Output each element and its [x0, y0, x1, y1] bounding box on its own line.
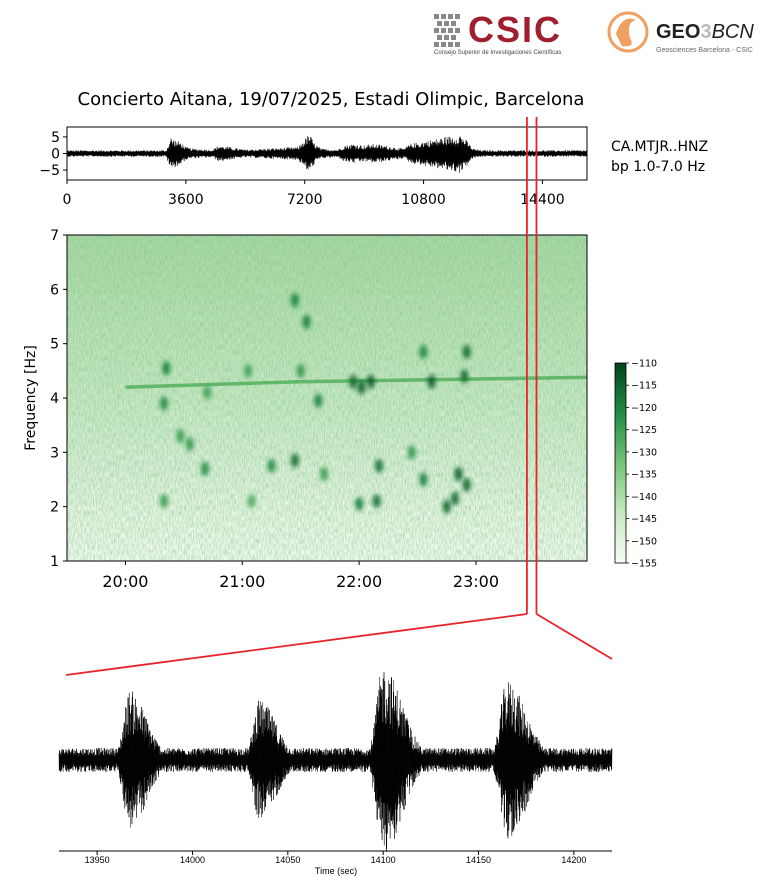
overview-xtick-label: 0	[63, 192, 72, 208]
spectrogram-event	[454, 467, 463, 482]
spectrogram-event	[302, 314, 311, 329]
zoom-connectors	[65, 117, 613, 676]
spectrogram-event	[247, 494, 256, 509]
overview-xtick-label: 14400	[520, 192, 565, 208]
spectrogram-xtick-label: 20:00	[102, 572, 148, 591]
spectrogram-event	[185, 437, 194, 452]
spectrogram-event	[267, 458, 276, 473]
spectrogram-event	[159, 396, 168, 411]
colorbar-tick-label: −155	[631, 559, 657, 570]
svg-text:GEO3BCN: GEO3BCN	[656, 21, 754, 43]
waveform-zoom-panel: 13950 14000 14050 14100 14150 14200 Time (sec…	[58, 672, 613, 876]
spectrogram-event	[296, 363, 305, 378]
spectrogram-ytick-label: 7	[50, 228, 59, 244]
spectrogram-grain	[67, 235, 587, 561]
spectrogram-event	[320, 467, 329, 482]
geo3bcn-text-b: 3	[700, 21, 711, 43]
spectrogram-event	[349, 374, 358, 389]
spectrogram-event	[290, 293, 299, 308]
geo3bcn-text-c: BCN	[712, 21, 755, 43]
spectrogram-event	[159, 494, 168, 509]
csic-logo-text: CSIC	[468, 9, 562, 50]
zoom-xtick-label: 14100	[371, 855, 396, 865]
station-code: CA.MTJR..HNZ	[611, 139, 708, 155]
geo3bcn-text-a: GEO	[656, 21, 700, 43]
spectrogram-xtick-label: 21:00	[219, 572, 265, 591]
geo3bcn-circle-icon	[607, 11, 649, 53]
spectrogram-panel: 1 2 3 4 5 6 7 20:00 21:00 22:00 23:00 Frequency [H…	[23, 228, 588, 591]
overview-ytick-label: 0	[51, 147, 60, 163]
overview-xtick-label: 7200	[287, 192, 323, 208]
zoom-xtick-label: 13950	[85, 855, 110, 865]
spectrogram-event	[244, 363, 253, 378]
csic-logo: CSIC Consejo Superior de Investigaciones…	[432, 8, 602, 58]
spectrogram-event	[200, 461, 209, 476]
colorbar-tick-label: −110	[631, 359, 657, 370]
spectrogram-event	[372, 494, 381, 509]
geo3bcn-logo: GEO3BCN Geosciences Barcelona - CSIC	[606, 8, 781, 58]
spectrogram-xtick-label: 22:00	[336, 572, 382, 591]
spectrogram-event	[203, 385, 212, 400]
spectrogram-event	[375, 458, 383, 473]
waveform-zoom-line	[58, 672, 613, 853]
colorbar-gradient	[614, 362, 627, 564]
spectrogram-ytick-label: 5	[50, 337, 59, 353]
zoom-xtick-label: 14200	[561, 855, 586, 865]
spectrogram-event	[462, 344, 471, 359]
tonal-line	[300, 375, 587, 384]
zoom-xtick-label: 14000	[180, 855, 205, 865]
colorbar-tick-label: −130	[631, 447, 657, 458]
colorbar-tick-label: −140	[631, 492, 657, 503]
spectrogram-ylabel: Frequency [Hz]	[23, 345, 39, 451]
spectrogram-event	[419, 472, 428, 487]
spectrogram-event	[290, 453, 299, 468]
spectrogram-event	[462, 477, 471, 492]
spectrogram-event	[162, 361, 171, 376]
spectrogram-event	[176, 429, 185, 444]
spectrogram-ytick-label: 2	[50, 500, 59, 516]
spectrogram-event	[355, 496, 364, 511]
csic-seal-icon	[434, 14, 460, 47]
spectrogram-ytick-label: 1	[50, 554, 59, 570]
spectrogram-ytick-label: 4	[50, 391, 59, 407]
colorbar-tick-label: −125	[631, 425, 657, 436]
overview-xtick-label: 10800	[401, 192, 446, 208]
colorbar-tick-label: −150	[631, 536, 657, 547]
bandpass-label: bp 1.0-7.0 Hz	[611, 159, 705, 175]
spectrogram-event	[314, 393, 323, 408]
colorbar-tick-label: −120	[631, 403, 657, 414]
csic-logo-subtitle: Consejo Superior de Investigaciones Cien…	[434, 50, 561, 56]
spectrogram-ytick-label: 3	[50, 445, 59, 461]
zoom-left-connector	[65, 613, 528, 676]
waveform-overview-line	[66, 136, 588, 173]
zoom-xtick-label: 14050	[275, 855, 300, 865]
geo3bcn-subtitle: Geosciences Barcelona - CSIC	[656, 47, 753, 54]
spectrogram-event	[442, 499, 451, 514]
colorbar-tick-label: −145	[631, 514, 657, 525]
waveform-zoom-trace	[58, 672, 613, 853]
figure-title: Concierto Aitana, 19/07/2025, Estadi Oli…	[78, 89, 585, 110]
spectrogram-ytick-label: 6	[50, 282, 59, 298]
overview-ytick-label: −5	[39, 163, 60, 179]
colorbar: −110 −115 −120 −125 −130 −135 −140 −145 −150 −155	[614, 359, 657, 570]
waveform-zoom-xlabel: Time (sec)	[315, 866, 357, 876]
tonal-line	[125, 379, 301, 389]
spectrogram-event	[450, 491, 459, 506]
colorbar-tick-label: −115	[631, 381, 657, 392]
overview-ytick-label: 5	[51, 130, 60, 146]
spectrogram-event	[357, 380, 366, 395]
spectrogram-event	[366, 374, 375, 389]
spectrogram-xtick-label: 23:00	[453, 572, 499, 591]
spectrogram-event	[407, 445, 416, 460]
spectrogram-event	[460, 369, 469, 384]
overview-xtick-label: 3600	[168, 192, 204, 208]
colorbar-tick-label: −135	[631, 470, 657, 481]
spectrogram-event	[427, 374, 436, 389]
zoom-xtick-label: 14150	[466, 855, 491, 865]
spectrogram-event	[419, 344, 428, 359]
zoom-right-connector	[536, 613, 613, 660]
waveform-overview-trace	[66, 136, 588, 173]
